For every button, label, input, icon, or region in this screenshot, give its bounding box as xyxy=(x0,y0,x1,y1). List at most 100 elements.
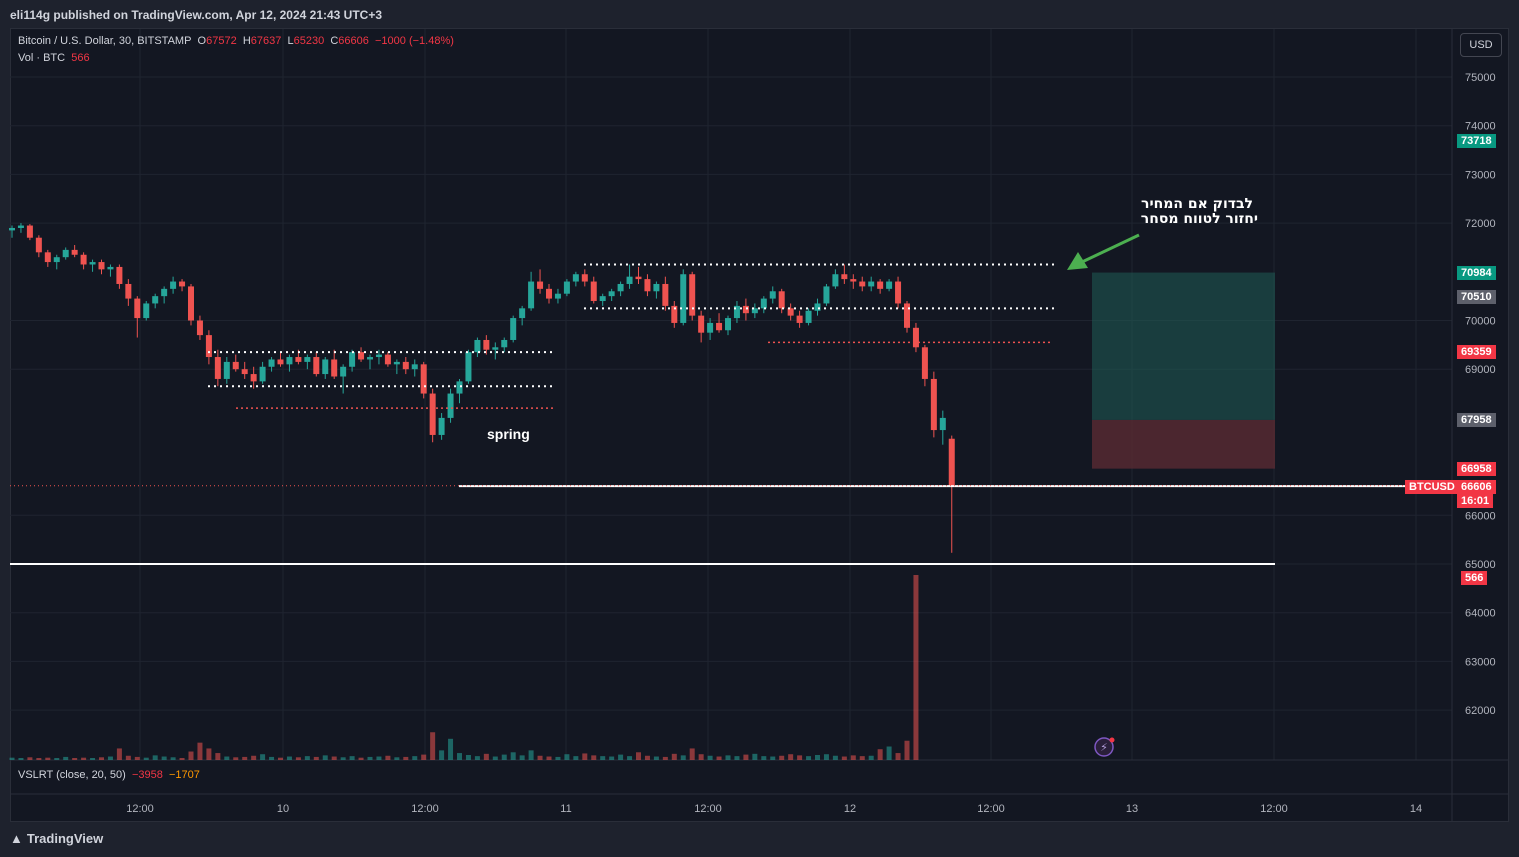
candle-body xyxy=(9,227,15,231)
candle-body xyxy=(671,305,678,323)
price-tag-69359: 69359 xyxy=(1457,345,1496,359)
volume-bar xyxy=(179,758,185,760)
candle-body xyxy=(930,378,937,431)
candle-body xyxy=(125,283,132,299)
candle-body xyxy=(823,286,830,304)
x-tick-label: 12:00 xyxy=(1260,803,1288,815)
candle-body xyxy=(528,281,535,309)
volume-value: 566 xyxy=(71,52,90,64)
symbol-name: Bitcoin / U.S. Dollar, 30, BITSTAMP xyxy=(18,35,192,47)
volume-bar xyxy=(242,756,248,760)
volume-bar xyxy=(72,758,78,760)
close-value: 66606 xyxy=(338,35,369,47)
volume-bar xyxy=(286,756,292,760)
x-tick-label: 14 xyxy=(1410,803,1422,815)
volume-bar xyxy=(313,756,319,760)
candle-body xyxy=(921,347,928,379)
candle-body xyxy=(563,281,570,294)
currency-button[interactable]: USD xyxy=(1460,33,1502,57)
volume-bar xyxy=(868,755,874,760)
candle-body xyxy=(143,303,150,319)
candle-body xyxy=(107,266,114,270)
volume-bar xyxy=(233,757,239,760)
volume-bar xyxy=(224,756,230,760)
candle-body xyxy=(850,279,857,282)
x-tick-label: 13 xyxy=(1126,803,1138,815)
volume-bar xyxy=(895,753,901,760)
y-tick-label: 70000 xyxy=(1465,316,1496,328)
price-tag-70984: 70984 xyxy=(1457,266,1496,280)
indicator-value-1: −3958 xyxy=(131,769,163,781)
volume-bar xyxy=(555,756,561,760)
x-tick-label: 12:00 xyxy=(411,803,439,815)
candle-body xyxy=(859,281,866,287)
y-tick-label: 69000 xyxy=(1465,364,1496,376)
candle-body xyxy=(358,352,365,360)
candle-body xyxy=(546,288,552,299)
candle-body xyxy=(134,298,141,319)
candle-body xyxy=(599,296,606,302)
candle-body xyxy=(733,305,740,319)
volume-bar xyxy=(761,756,767,760)
volume-legend: Vol · BTC 566 xyxy=(18,52,90,64)
volume-bar xyxy=(358,757,364,760)
candle-body xyxy=(232,361,239,370)
volume-bar xyxy=(510,752,516,760)
volume-bar xyxy=(457,753,462,760)
candle-body xyxy=(662,283,669,306)
candle-body xyxy=(742,305,749,314)
y-tick-label: 62000 xyxy=(1465,705,1496,717)
volume-bar xyxy=(662,756,668,760)
candle-body xyxy=(877,281,884,289)
candle-body xyxy=(286,357,293,365)
price-tag-70510: 70510 xyxy=(1457,290,1496,304)
alert-dot-icon xyxy=(1109,737,1115,743)
candle-body xyxy=(268,359,275,367)
volume-bar xyxy=(81,757,87,760)
candle-body xyxy=(751,308,758,314)
volume-bar xyxy=(340,757,346,760)
symbol-tag: BTCUSD xyxy=(1405,480,1459,494)
volume-bar xyxy=(823,754,829,760)
volume-bar xyxy=(143,757,149,760)
replay-icon[interactable] xyxy=(1094,737,1114,757)
volume-bar xyxy=(90,758,96,760)
candle-body xyxy=(948,438,955,486)
candle-body xyxy=(510,318,517,340)
candle-body xyxy=(608,291,615,297)
candle-body xyxy=(393,361,400,365)
candle-body xyxy=(205,335,212,358)
volume-bar xyxy=(886,746,892,760)
x-tick-label: 12 xyxy=(844,803,856,815)
candle-body xyxy=(241,369,248,375)
tradingview-logo[interactable]: ▲ TradingView xyxy=(10,831,103,846)
candle-body xyxy=(501,339,508,348)
y-tick-label: 66000 xyxy=(1465,510,1496,522)
candle-body xyxy=(295,357,302,362)
candle-body xyxy=(483,339,490,350)
volume-bar xyxy=(850,755,856,760)
candle-body xyxy=(429,393,436,435)
bolt-icon: ⚡ xyxy=(1100,741,1108,754)
volume-bar xyxy=(107,756,113,760)
volume-bar xyxy=(197,742,203,760)
price-tag-73718: 73718 xyxy=(1457,134,1496,148)
volume-bar xyxy=(304,756,310,760)
candle-body xyxy=(456,381,463,394)
candle-body xyxy=(71,249,78,255)
y-tick-label: 74000 xyxy=(1465,121,1496,133)
change-value: −1000 (−1.48%) xyxy=(375,35,454,47)
volume-bar xyxy=(152,755,158,760)
stop-zone xyxy=(1092,419,1275,469)
header-bar: eli114g published on TradingView.com, Ap… xyxy=(0,0,1519,28)
volume-bar xyxy=(430,732,436,760)
volume-bar xyxy=(716,756,722,760)
candle-body xyxy=(805,310,812,323)
candle-body xyxy=(814,303,821,311)
volume-bar xyxy=(125,755,131,760)
candle-body xyxy=(886,281,893,289)
candle-body xyxy=(313,357,320,375)
candle-body xyxy=(402,361,409,370)
volume-bar xyxy=(528,750,534,760)
